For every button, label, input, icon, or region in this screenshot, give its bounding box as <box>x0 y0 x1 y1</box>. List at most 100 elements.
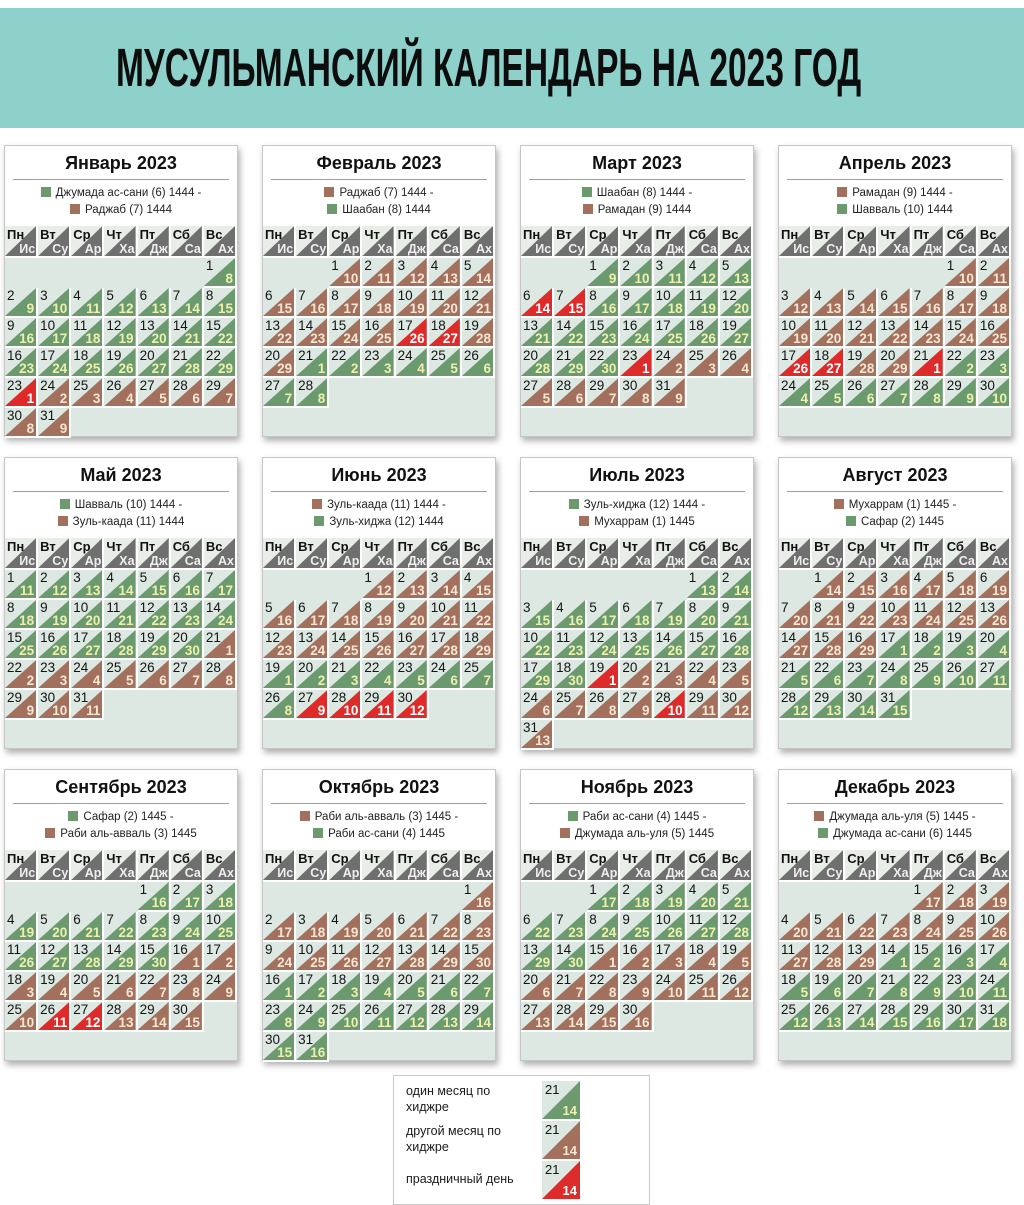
gregorian-date: 28 <box>205 660 221 675</box>
gregorian-date: 7 <box>172 288 181 303</box>
day-cell: 12 27 <box>362 942 396 972</box>
gregorian-date: 3 <box>73 570 81 585</box>
hijri-month-name: Мухаррам (1) 1445 <box>594 515 695 528</box>
day-cell: 13 23 <box>170 600 204 630</box>
hijri-date: 20 <box>85 613 101 628</box>
gregorian-date: 21 <box>205 630 221 645</box>
day-cell: 1 16 <box>461 882 495 912</box>
day-cell: 8 21 <box>812 600 846 630</box>
day-cell: 23 3 <box>38 660 72 690</box>
day-cell: 13 26 <box>977 600 1011 630</box>
weekday-ru: Ср <box>589 539 607 554</box>
hijri-month-name: Мухаррам (1) 1445 - <box>848 499 957 511</box>
day-cell: 22 2 <box>329 348 363 378</box>
weekday-ar: Ах <box>734 242 750 256</box>
gregorian-date: 8 <box>589 288 597 303</box>
day-cell: 17 26 <box>779 348 813 378</box>
weekday-ar: Ис <box>793 866 810 880</box>
gregorian-date: 9 <box>946 912 955 927</box>
day-cell: 1 13 <box>686 570 720 600</box>
day-cell: 30 16 <box>620 1002 654 1032</box>
gregorian-date: 15 <box>139 942 155 957</box>
day-cell: 8 23 <box>137 912 171 942</box>
hijri-date: 24 <box>184 925 200 940</box>
hijri-date: 29 <box>535 955 551 970</box>
day-cell: 20 27 <box>137 348 171 378</box>
day-cell: 5 17 <box>587 600 621 630</box>
hijri-date: 17 <box>601 895 617 910</box>
month-panel-2: Февраль 2023 Раджаб (7) 1444 - Шаабан (8) … <box>262 145 496 437</box>
gregorian-date: 17 <box>205 942 221 957</box>
day-cell: 7 19 <box>653 600 687 630</box>
weekday-header: Ср Ар <box>71 538 105 570</box>
day-cell: 30 10 <box>977 378 1011 408</box>
weekday-header: Ср Ар <box>845 538 879 570</box>
hijri-month-name: Шаабан (8) 1444 - <box>596 187 693 199</box>
day-cell: 19 27 <box>719 318 753 348</box>
weekday-ar: Са <box>442 866 459 880</box>
day-cell: 14 29 <box>104 942 138 972</box>
weekday-ru: Пт <box>397 851 414 866</box>
day-cell: 8 16 <box>587 288 621 318</box>
hijri-date: 18 <box>667 301 683 316</box>
hijri-date: 7 <box>575 703 584 718</box>
day-cell: 28 8 <box>203 660 237 690</box>
day-cell: 2 12 <box>38 570 72 600</box>
weekday-header: Пн Ис <box>779 538 813 570</box>
gregorian-date: 18 <box>781 972 797 987</box>
weekday-ar: Ис <box>277 242 294 256</box>
gregorian-date: 8 <box>688 600 697 615</box>
weekday-ar: Ах <box>476 554 492 568</box>
gregorian-date: 28 <box>298 378 314 393</box>
weekday-header: Пн Ис <box>263 226 297 258</box>
weekday-ar: Ис <box>793 242 810 256</box>
empty-cell <box>521 882 554 912</box>
gregorian-date: 24 <box>40 378 56 393</box>
weekday-ar: Ха <box>377 242 393 256</box>
month-days-grid: Пн Ис Вт Су Ср Ар Чт Ха Пт Дж Сб Са Вс Ах 1 13 2 14 3 15 4 16… <box>521 538 753 750</box>
gregorian-date: 21 <box>556 348 572 363</box>
hijri-date: 11 <box>992 673 1007 688</box>
hijri-month-label: Раби ас-сани (4) 1445 - <box>521 809 753 826</box>
hijri-date: 3 <box>966 643 974 658</box>
day-cell: 10 23 <box>878 600 912 630</box>
weekday-ru: Чт <box>622 227 638 242</box>
day-cell: 18 27 <box>812 348 846 378</box>
hijri-date: 19 <box>700 301 716 316</box>
hijri-date: 23 <box>475 925 491 940</box>
weekday-ar: Са <box>184 242 201 256</box>
green-swatch <box>68 811 79 821</box>
day-cell: 24 2 <box>38 378 72 408</box>
gregorian-date: 20 <box>397 972 413 987</box>
weekday-header: Ср Ар <box>71 850 105 882</box>
hijri-date: 30 <box>568 955 584 970</box>
gregorian-date: 6 <box>523 912 531 927</box>
gregorian-date: 13 <box>847 942 863 957</box>
weekday-header: Чт Ха <box>362 538 396 570</box>
empty-cell <box>812 882 845 912</box>
hijri-date: 22 <box>118 925 134 940</box>
weekday-header: Чт Ха <box>104 850 138 882</box>
weekday-header: Чт Ха <box>620 226 654 258</box>
green-swatch <box>59 499 70 509</box>
day-cell: 28 12 <box>779 690 813 720</box>
gregorian-date: 1 <box>331 258 339 273</box>
hijri-date: 24 <box>601 643 617 658</box>
hijri-date: 24 <box>217 613 233 628</box>
gregorian-date: 15 <box>814 630 830 645</box>
day-cell: 25 10 <box>5 1002 39 1032</box>
gregorian-date: 30 <box>40 690 56 705</box>
weekday-header: Сб Са <box>170 226 204 258</box>
day-cell: 30 8 <box>5 408 39 438</box>
empty-cell <box>396 882 429 912</box>
day-cell: 27 11 <box>977 660 1011 690</box>
hijri-date: 24 <box>601 925 617 940</box>
legend-item: другой месяц по хиджре 21 14 <box>394 1121 649 1159</box>
gregorian-date: 23 <box>40 660 56 675</box>
hijri-date: 10 <box>343 271 359 286</box>
day-cell: 29 11 <box>686 690 720 720</box>
weekday-ar: Ах <box>218 554 234 568</box>
hijri-month-name: Раби аль-авваль (3) 1445 - <box>314 811 459 823</box>
page-title: МУСУЛЬМАНСКИЙ КАЛЕНДАРЬ НА 2023 ГОД <box>116 38 862 98</box>
hijri-date: 10 <box>958 271 974 286</box>
